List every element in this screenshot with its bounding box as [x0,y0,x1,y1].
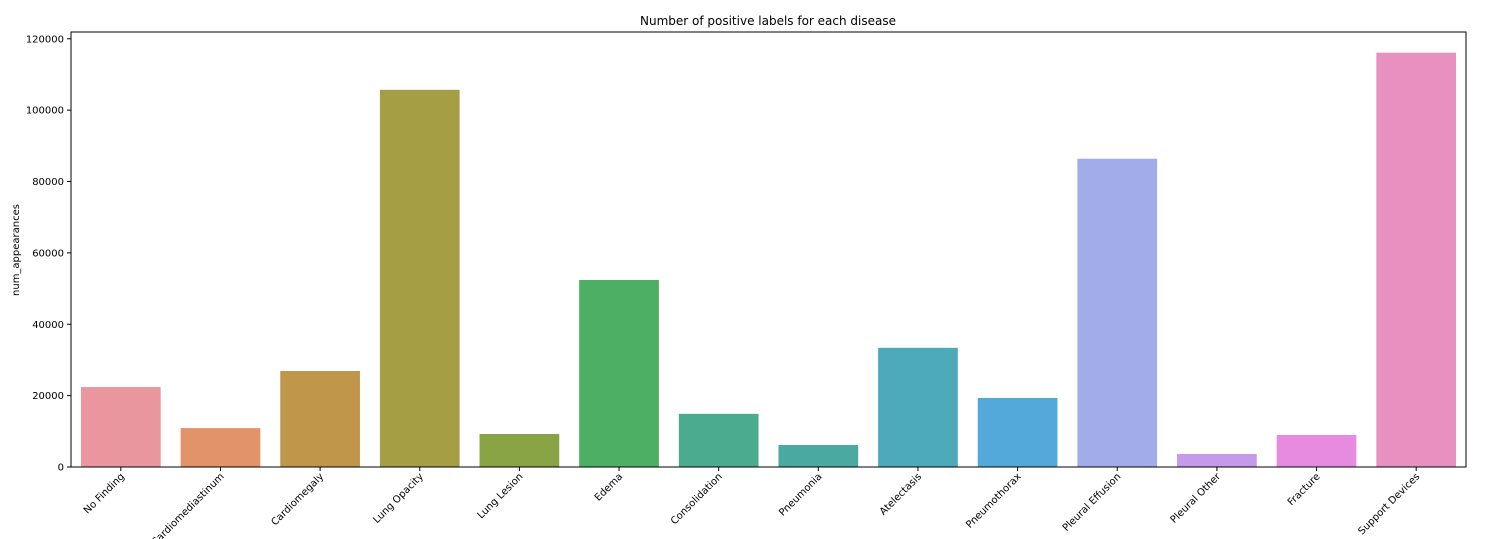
bar [1376,52,1457,467]
bar [1077,158,1158,467]
bar [80,387,161,467]
y-tick-label: 60000 [32,248,64,259]
y-tick-label: 40000 [32,320,64,331]
bar [878,347,958,467]
y-tick-label: 80000 [32,177,64,188]
bar [280,371,360,467]
plot-frame [70,31,1467,468]
bar [1177,453,1257,467]
chart-title: Number of positive labels for each disea… [640,14,896,28]
bar [778,444,859,467]
y-tick-label: 20000 [32,391,64,402]
y-tick-label: 100000 [26,106,64,117]
y-tick-label: 120000 [26,34,64,45]
y-tick-label: 0 [58,463,64,474]
bar [678,413,759,467]
bar [579,280,659,467]
bar [1276,434,1357,467]
bar [479,433,560,467]
y-axis-label: num_appearances [11,204,22,296]
bar [977,397,1058,467]
bar [180,428,261,467]
bar [379,89,460,467]
